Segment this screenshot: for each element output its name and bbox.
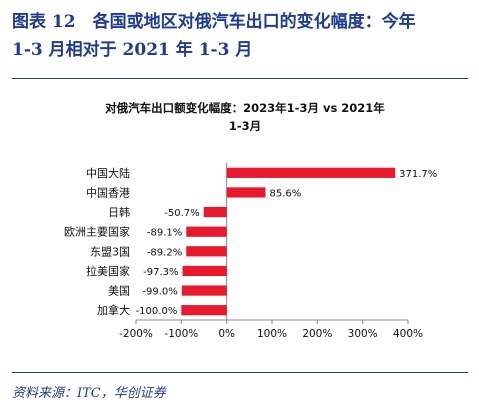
data-label: 85.6% [269, 188, 301, 199]
bar-7 [181, 305, 227, 316]
title-divider [12, 78, 468, 79]
figure-title-line1: 图表 12 各国或地区对俄汽车出口的变化幅度：今年 [12, 12, 416, 32]
x-tick-label: 300% [348, 328, 378, 340]
figure-title: 图表 12 各国或地区对俄汽车出口的变化幅度：今年 1-3 月相对于 2021 … [12, 8, 472, 64]
data-label: -97.3% [143, 267, 178, 278]
x-tick-label: 200% [302, 328, 332, 340]
category-label: 中国香港 [86, 186, 130, 199]
category-label: 东盟3国 [90, 245, 130, 258]
data-label: -100.0% [136, 306, 178, 317]
bar-2 [203, 206, 227, 218]
chart-title-line2: 1-3月 [229, 119, 261, 133]
figure-title-line2: 1-3 月相对于 2021 年 1-3 月 [12, 40, 253, 60]
category-label: 美国 [108, 285, 130, 298]
category-label: 拉美国家 [86, 264, 130, 278]
category-label: 加拿大 [97, 303, 130, 317]
bar-4 [186, 246, 227, 257]
category-label: 日韩 [108, 205, 130, 219]
data-label: 371.7% [399, 169, 437, 180]
plot-area: -200% -100% 0% 100% 200% 300% 400% 中国大陆 371.7% 中国… [64, 163, 437, 340]
x-tick-label: -200% [119, 328, 153, 340]
bar-1 [226, 187, 266, 198]
data-label: -50.7% [164, 208, 199, 219]
chart-title-line1: 对俄汽车出口额变化幅度：2023年1-3月 vs 2021年 [105, 101, 385, 115]
bar-chart: 对俄汽车出口额变化幅度：2023年1-3月 vs 2021年 1-3月 -200… [64, 101, 437, 340]
x-tick-label: 0% [218, 328, 235, 340]
data-label: -89.2% [147, 247, 182, 258]
x-tick-label: -100% [164, 328, 198, 340]
bar-5 [182, 265, 227, 277]
data-label: -89.1% [147, 228, 182, 239]
bar-3 [186, 226, 227, 237]
data-label: -99.0% [142, 287, 177, 298]
bar-0 [226, 167, 396, 178]
bar-6 [181, 285, 227, 296]
category-label: 中国大陆 [86, 166, 130, 180]
x-tick-label: 400% [393, 328, 423, 340]
x-tick-label: 100% [257, 328, 287, 340]
category-label: 欧洲主要国家 [64, 225, 130, 239]
source-note: 资料来源：ITC，华创证券 [12, 386, 166, 401]
source-divider [12, 372, 468, 373]
